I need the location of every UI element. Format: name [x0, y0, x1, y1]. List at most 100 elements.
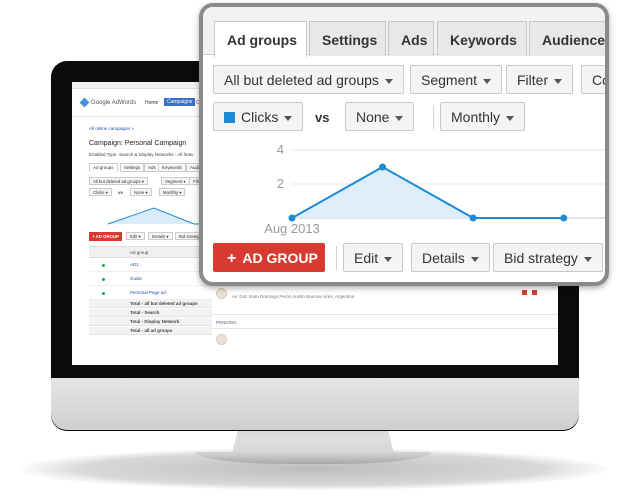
total-label: Total - all ad groups [130, 328, 173, 333]
row-ad-group-name[interactable]: AD1 [130, 262, 139, 267]
details-dropdown[interactable]: Details [411, 243, 490, 272]
screen-vs-label: vs [118, 190, 124, 195]
total-label: Total - all but deleted ad groups [130, 301, 198, 306]
screen-details-button[interactable]: Details ▾ [148, 232, 173, 240]
edit-dropdown[interactable]: Edit [343, 243, 404, 272]
chevron-down-icon [284, 115, 293, 121]
metric1-label: Clicks [241, 109, 279, 125]
chevron-down-icon [470, 256, 479, 262]
avatar [216, 288, 227, 299]
total-label: Total - Display Network [130, 319, 180, 324]
campaign-status-line: Enabled Type: Search & Display Networks … [89, 152, 194, 157]
table-row [89, 272, 289, 286]
chevron-down-icon [384, 78, 393, 84]
monitor-chin [51, 378, 579, 430]
chart-y-tick-label: 2 [277, 176, 284, 191]
screen-tab-keywords[interactable]: Keywords [158, 163, 186, 172]
screen-metric1-dropdown[interactable]: Clicks ▾ [89, 188, 112, 196]
divider [212, 328, 558, 329]
table-row [89, 286, 289, 300]
tab-settings[interactable]: Settings [309, 21, 386, 56]
screen-tab-settings[interactable]: Settings [120, 163, 145, 172]
chevron-down-icon [483, 78, 492, 84]
total-label: Total - Search [130, 310, 160, 315]
chevron-down-icon [384, 256, 393, 262]
divider [403, 68, 404, 92]
chart-data-point[interactable] [560, 214, 568, 222]
chevron-down-icon [395, 115, 404, 121]
period-dropdown[interactable]: Monthly [440, 102, 526, 131]
total-row [89, 318, 289, 326]
row-ad-group-name[interactable]: Personal Page ad [130, 290, 166, 295]
screen-right-panel: Av. Dist Xuan Domingo Perón Austin Bueno… [212, 282, 558, 365]
edit-label: Edit [354, 250, 379, 266]
chart-data-point[interactable] [288, 214, 296, 222]
screen-col-ad-group: Ad group [130, 250, 149, 255]
nav-home[interactable]: Home [145, 100, 159, 106]
screen-tab-ad-groups[interactable]: Ad groups [89, 163, 118, 172]
status-dot-icon [102, 264, 105, 267]
total-row [89, 327, 289, 335]
divider [336, 246, 337, 270]
metric1-dropdown[interactable]: Clicks [213, 102, 304, 131]
nav-campaigns[interactable]: Campaigns [164, 98, 196, 106]
screen-status-dropdown[interactable]: All but deleted ad groups ▾ [89, 177, 148, 185]
add-ad-group-label: AD GROUP [242, 250, 318, 266]
plus-icon: + [227, 250, 237, 267]
monitor-stand-base [195, 452, 431, 464]
screen-metric2-dropdown[interactable]: None ▾ [130, 188, 152, 196]
delete-icon[interactable] [532, 290, 537, 295]
divider [212, 314, 558, 315]
pending-label: PENDING [216, 320, 237, 325]
chart-points [288, 163, 568, 222]
metric2-label: None [356, 109, 390, 125]
chart-y-ticks: 42 [277, 142, 284, 191]
campaign-title: Campaign: Personal Campaign [89, 140, 186, 147]
metric2-dropdown[interactable]: None [345, 102, 415, 131]
chart-data-point[interactable] [379, 163, 387, 171]
details-label: Details [422, 250, 465, 266]
status-dot-icon [102, 278, 105, 281]
columns-dropdown[interactable]: Co [581, 65, 609, 94]
ad-group-status-dropdown[interactable]: All but deleted ad groups [213, 65, 404, 94]
screen-period-dropdown[interactable]: Monthly ▾ [159, 188, 186, 196]
tab-audiences[interactable]: Audiences [529, 21, 605, 56]
row-ad-group-name[interactable]: Guids [130, 276, 142, 281]
segment-dropdown[interactable]: Segment [410, 65, 503, 94]
chart-data-point[interactable] [469, 214, 477, 222]
adwords-logo-icon [79, 97, 90, 108]
period-label: Monthly [451, 109, 501, 125]
chevron-down-icon [506, 115, 515, 121]
delete-icon[interactable] [522, 290, 527, 295]
clicks-chart: 42 Aug 2013 [264, 142, 605, 236]
bid-strategy-dropdown[interactable]: Bid strategy [493, 243, 603, 272]
chart-x-label: Aug 2013 [264, 221, 320, 236]
total-row [89, 300, 289, 308]
segment-label: Segment [421, 72, 478, 88]
tab-keywords[interactable]: Keywords [437, 21, 527, 56]
columns-label: Co [592, 72, 609, 88]
ad-group-status-label: All but deleted ad groups [224, 72, 379, 88]
breadcrumb[interactable]: All online campaigns » [89, 126, 135, 131]
tab-ad-groups[interactable]: Ad groups [214, 21, 307, 57]
chevron-down-icon [554, 78, 563, 84]
chart-y-tick-label: 4 [277, 142, 284, 157]
adwords-logo[interactable]: Google AdWords [79, 97, 137, 108]
divider [433, 105, 434, 129]
adwords-logo-text: Google AdWords [91, 100, 137, 107]
campaign-prefix: Campaign: [89, 140, 123, 147]
screen-edit-button[interactable]: Edit ▾ [126, 232, 145, 240]
add-ad-group-button[interactable]: + AD GROUP [213, 243, 325, 272]
chevron-down-icon [583, 256, 592, 262]
zoomed-adwords-panel: Ad groups Settings Ads Keywords Audience… [199, 3, 609, 286]
address-line: Av. Dist Xuan Domingo Perón Austin Bueno… [232, 294, 355, 299]
vs-label: vs [315, 110, 330, 125]
tab-ads[interactable]: Ads [388, 21, 434, 56]
status-dot-icon [102, 292, 105, 295]
avatar [216, 334, 227, 345]
bid-strategy-label: Bid strategy [504, 250, 578, 266]
table-row [89, 258, 289, 272]
screen-add-ad-group-button[interactable]: + AD GROUP [89, 232, 122, 241]
screen-segment-dropdown[interactable]: Segment ▾ [161, 177, 190, 185]
filter-dropdown[interactable]: Filter [506, 65, 574, 94]
